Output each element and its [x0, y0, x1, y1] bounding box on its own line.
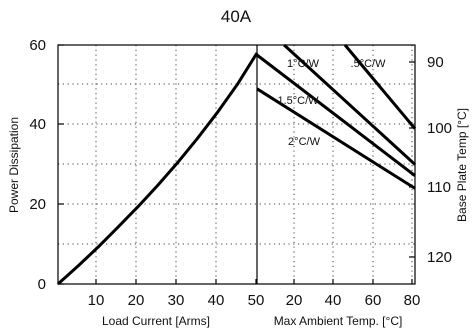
- y-tick-label: 40: [29, 116, 46, 133]
- y2-tick-label: 100: [427, 120, 452, 137]
- x2-tick-label: 20: [286, 292, 303, 309]
- y-tick-label: 0: [38, 276, 46, 293]
- x2-tick-label: 60: [365, 292, 382, 309]
- thermal-line: [256, 53, 416, 177]
- x2-tick-label: 40: [325, 292, 342, 309]
- thermal-line: [283, 43, 417, 166]
- series-label: 1.5°C/W: [277, 95, 319, 107]
- x-tick-label: 30: [168, 292, 185, 309]
- y-axis-label: Power Dissipation: [7, 117, 21, 213]
- power-curve: [56, 52, 259, 286]
- series: [56, 43, 417, 286]
- grid: [58, 45, 415, 284]
- y2-axis-label: Base Plate Temp [°C]: [455, 108, 469, 222]
- y2-tick-label: 110: [427, 179, 451, 196]
- thermal-line: [256, 87, 416, 190]
- labels: 0 20 40 60 90 100 110 120 10 20 30 40 50 20 40 60 80 Load…: [7, 37, 469, 328]
- x-tick-label: 40: [208, 292, 225, 309]
- series-label: .5°C/W: [351, 58, 387, 70]
- x2-axis-label: Max Ambient Temp. [°C]: [274, 314, 403, 328]
- chart-title: 40A: [221, 7, 252, 26]
- series-label: 1°C/W: [287, 58, 320, 70]
- x-axis-label: Load Current [Arms]: [102, 314, 210, 328]
- y-tick-label: 20: [29, 196, 46, 213]
- x-tick-label: 50: [248, 292, 265, 309]
- y2-tick-label: 120: [427, 249, 452, 266]
- y2-tick-label: 90: [427, 54, 444, 71]
- y-tick-label: 60: [29, 37, 46, 54]
- x-tick-label: 10: [88, 292, 105, 309]
- x-tick-label: 20: [128, 292, 145, 309]
- x2-tick-label: 80: [404, 292, 421, 309]
- thermal-line: [343, 44, 417, 130]
- series-label: 2°C/W: [288, 136, 321, 148]
